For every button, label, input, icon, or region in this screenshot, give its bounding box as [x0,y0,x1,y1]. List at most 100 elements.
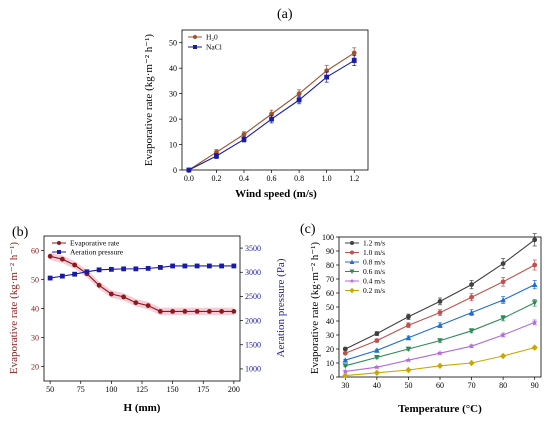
series-c-5-point [405,366,412,374]
series-c-0-legend-label: 1.2 m/s [363,239,385,248]
series-b-1-point [72,271,78,277]
series-c-1-point [342,350,348,356]
y-tick-label: 60 [31,246,39,255]
series-a-1-point [324,74,330,80]
series-c-1-point [500,279,506,285]
panel-c: (c) 30 40 50 60 70 80 90 0 10 20 30 40 50 60 70 80 90 100… [300,222,542,415]
series-c-2-point [468,309,475,315]
series-c-4-point [437,350,443,356]
series-c-2-legend-marker [349,259,355,264]
series-b-1-point [47,275,53,281]
series-b-1-point [59,273,65,279]
series-c-4-point [531,319,538,325]
y-right-tick-label: 1500 [245,341,261,350]
series-c-5-legend-marker [349,287,355,294]
panel-c-series [342,233,538,379]
y-tick-label: 50 [169,39,177,48]
series-c-0-point [500,261,506,266]
series-a-1-point [186,167,192,173]
panel-b: (b) 50 75 100 125 150 175 200 20 30 40 50 60 1000 150… [8,225,287,414]
y-right-tick-label: 1000 [245,365,261,374]
panel-a-ylabel: Evaporative rate (kg·m⁻² h⁻¹) [143,34,155,166]
series-c-5-point [373,369,380,376]
panel-a-ticks: 0.0 0.2 0.4 0.6 0.8 1.0 1.2 0 10 20 30 40 50 [169,39,359,183]
y-right-tick-label: 2000 [245,316,261,325]
series-c-4-point [500,331,507,338]
series-c-3-point [374,355,380,361]
series-c-3-point [437,338,443,344]
y-tick-label: 90 [326,247,334,256]
y-right-tick-label: 3000 [245,268,261,277]
y-tick-label: 80 [326,261,334,270]
y-tick-label: 10 [326,359,334,368]
series-b-0-point [231,309,237,314]
series-c-5-point [342,372,349,379]
series-c-4-point [468,343,475,349]
y-tick-label: 50 [31,275,39,284]
series-b-0-point [145,303,151,308]
series-c-5-point [468,359,475,367]
series-c-2-point [437,322,443,328]
series-b-1-point [121,266,127,272]
y-tick-label: 10 [169,140,177,149]
series-b-0-point [170,309,176,314]
y-tick-label: 40 [326,317,334,326]
series-c-2-point [342,357,349,363]
series-c-3-point [405,346,412,352]
series-c-3-point [500,315,506,322]
series-c-2-point [374,347,380,353]
series-c-1-legend-label: 1.0 m/s [363,248,385,257]
series-c-2-point [531,281,538,287]
series-b-0-point [59,256,65,262]
series-c-1-legend-marker [350,250,354,255]
series-c-0-point [374,331,380,336]
x-tick-label: 90 [531,381,539,390]
series-b-1-point [84,269,90,275]
panel-c-ylabel: Evaporative rate (kg·m⁻² h⁻¹) [309,242,321,374]
series-c-5-legend-label: 0.2 m/s [363,286,385,295]
series-c-5-point [437,362,443,369]
panel-b-series [47,252,237,316]
y-tick-label: 30 [326,331,334,340]
panel-a-xlabel: Wind speed (m/s) [235,188,317,200]
y-tick-label: 40 [169,64,177,73]
series-b-1-point [194,263,200,269]
series-c-0-point [342,346,348,352]
series-c-0-point [406,314,411,320]
y-tick-label: 20 [169,115,177,124]
series-c-5-point [500,352,507,360]
series-b-1-point [145,265,151,271]
series-b-1-point [96,267,102,273]
y-tick-label: 50 [326,303,334,312]
series-c-1-point [374,338,380,343]
x-tick-label: 1.2 [349,174,359,183]
x-tick-label: 200 [228,385,240,394]
series-c-5-point [531,344,538,351]
panel-c-xlabel: Temperature (°C) [398,403,482,415]
series-c-2-point [405,334,412,341]
x-tick-label: 0.4 [239,174,249,183]
panel-b-label: (b) [12,225,29,240]
series-a-1-point [269,116,274,122]
panel-a-series [186,47,357,173]
panel-a-label: (a) [277,7,293,22]
series-b-0-point [108,291,114,297]
series-b-1-point [231,263,237,269]
panel-b-ticks: 50 75 100 125 150 175 200 20 30 40 50 60 1000 1500 200… [31,244,261,394]
series-b-0-point [157,309,163,314]
x-tick-label: 175 [197,385,209,394]
series-c-4-legend-label: 0.4 m/s [363,277,385,286]
series-b-1-point [157,265,163,270]
y-tick-label: 0 [330,373,334,382]
series-a-1-point [296,97,302,103]
series-b-0-point [121,294,127,300]
y-right-tick-label: 3500 [245,244,261,253]
series-c-1-point [437,310,443,315]
x-tick-label: 0.0 [184,174,194,183]
x-tick-label: 80 [499,381,507,390]
series-c-0-legend-marker [350,241,354,245]
y-right-tick-label: 2500 [245,292,261,301]
